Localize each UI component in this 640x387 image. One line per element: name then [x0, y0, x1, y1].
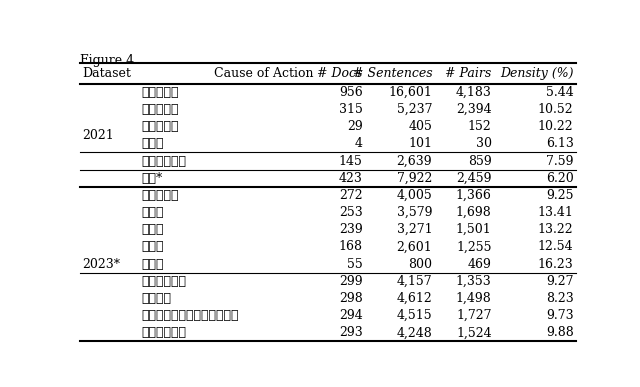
Text: 3,579: 3,579	[397, 206, 432, 219]
Text: 4,157: 4,157	[397, 275, 432, 288]
Text: 4,183: 4,183	[456, 86, 492, 99]
Text: 423: 423	[339, 172, 363, 185]
Text: 故意杀人罪: 故意杀人罪	[141, 120, 179, 133]
Text: 101: 101	[408, 137, 432, 150]
Text: Figure 4: Figure 4	[80, 54, 134, 67]
Text: 469: 469	[468, 258, 492, 271]
Text: 299: 299	[339, 275, 363, 288]
Text: 抚劫罪: 抚劫罪	[141, 206, 163, 219]
Text: 1,698: 1,698	[456, 206, 492, 219]
Text: 故意杀人罪: 故意杀人罪	[141, 189, 179, 202]
Text: 7.59: 7.59	[546, 154, 573, 168]
Text: 7,922: 7,922	[397, 172, 432, 185]
Text: 2,639: 2,639	[397, 154, 432, 168]
Text: 2,601: 2,601	[396, 240, 432, 253]
Text: 离婚纠纷: 离婚纠纷	[141, 292, 171, 305]
Text: 13.41: 13.41	[538, 206, 573, 219]
Text: 9.27: 9.27	[546, 275, 573, 288]
Text: 诈骗罪: 诈骗罪	[141, 240, 163, 253]
Text: 859: 859	[468, 154, 492, 168]
Text: 168: 168	[339, 240, 363, 253]
Text: 虜待罪: 虜待罪	[141, 137, 163, 150]
Text: 8.23: 8.23	[546, 292, 573, 305]
Text: 强奸罪: 强奸罪	[141, 223, 163, 236]
Text: 其他*: 其他*	[141, 172, 163, 185]
Text: # Sentences: # Sentences	[353, 67, 432, 80]
Text: 293: 293	[339, 326, 363, 339]
Text: 9.73: 9.73	[546, 309, 573, 322]
Text: 1,353: 1,353	[456, 275, 492, 288]
Text: 借款合同纠纷: 借款合同纠纷	[141, 275, 186, 288]
Text: 4,515: 4,515	[397, 309, 432, 322]
Text: 30: 30	[476, 137, 492, 150]
Text: 272: 272	[339, 189, 363, 202]
Text: 1,501: 1,501	[456, 223, 492, 236]
Text: 956: 956	[339, 86, 363, 99]
Text: 生命权、身体权、健康权纠纷: 生命权、身体权、健康权纠纷	[141, 309, 239, 322]
Text: Dataset: Dataset	[83, 67, 131, 80]
Text: 13.22: 13.22	[538, 223, 573, 236]
Text: 294: 294	[339, 309, 363, 322]
Text: 9.25: 9.25	[546, 189, 573, 202]
Text: 2023*: 2023*	[83, 258, 120, 271]
Text: 4: 4	[355, 137, 363, 150]
Text: 253: 253	[339, 206, 363, 219]
Text: 盗窃罪: 盗窃罪	[141, 258, 163, 271]
Text: 9.88: 9.88	[546, 326, 573, 339]
Text: 239: 239	[339, 223, 363, 236]
Text: 4,005: 4,005	[396, 189, 432, 202]
Text: 298: 298	[339, 292, 363, 305]
Text: 5,237: 5,237	[397, 103, 432, 116]
Text: 1,524: 1,524	[456, 326, 492, 339]
Text: 2,394: 2,394	[456, 103, 492, 116]
Text: 16.23: 16.23	[538, 258, 573, 271]
Text: 10.22: 10.22	[538, 120, 573, 133]
Text: 16,601: 16,601	[388, 86, 432, 99]
Text: 5.44: 5.44	[546, 86, 573, 99]
Text: 29: 29	[347, 120, 363, 133]
Text: 1,498: 1,498	[456, 292, 492, 305]
Text: 3,271: 3,271	[397, 223, 432, 236]
Text: # Pairs: # Pairs	[445, 67, 492, 80]
Text: 2,459: 2,459	[456, 172, 492, 185]
Text: 交通肘事罪: 交通肘事罪	[141, 103, 179, 116]
Text: 152: 152	[468, 120, 492, 133]
Text: 故意伤害罪: 故意伤害罪	[141, 86, 179, 99]
Text: 6.20: 6.20	[546, 172, 573, 185]
Text: 10.52: 10.52	[538, 103, 573, 116]
Text: 1,366: 1,366	[456, 189, 492, 202]
Text: 315: 315	[339, 103, 363, 116]
Text: 1,727: 1,727	[456, 309, 492, 322]
Text: 4,248: 4,248	[396, 326, 432, 339]
Text: 2021: 2021	[83, 129, 114, 142]
Text: 买卖合同纠纷: 买卖合同纠纷	[141, 326, 186, 339]
Text: 55: 55	[347, 258, 363, 271]
Text: 4,612: 4,612	[396, 292, 432, 305]
Text: 145: 145	[339, 154, 363, 168]
Text: 12.54: 12.54	[538, 240, 573, 253]
Text: 405: 405	[408, 120, 432, 133]
Text: 6.13: 6.13	[546, 137, 573, 150]
Text: 海事海商纠纷: 海事海商纠纷	[141, 154, 186, 168]
Text: Cause of Action: Cause of Action	[214, 67, 314, 80]
Text: # Docs: # Docs	[317, 67, 363, 80]
Text: 1,255: 1,255	[456, 240, 492, 253]
Text: Density (%): Density (%)	[500, 67, 573, 80]
Text: 800: 800	[408, 258, 432, 271]
